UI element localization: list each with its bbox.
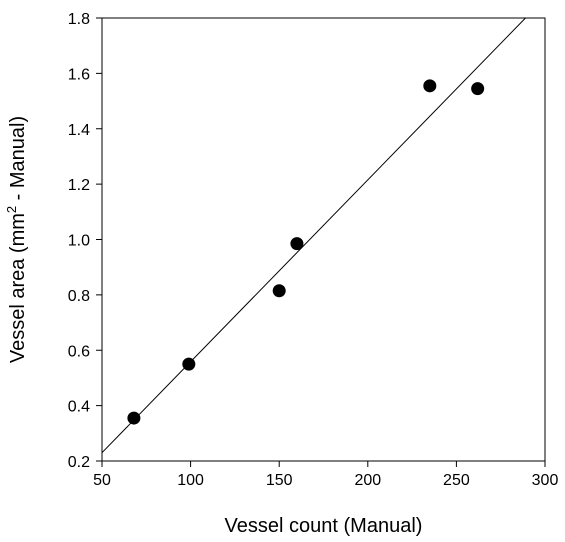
x-axis-ticks: 50 100 150 200 250 300 [93,461,558,489]
y-tick-label: 1.8 [68,11,90,28]
y-tick-label: 0.6 [68,343,90,360]
y-tick-label: 1.2 [68,177,90,194]
x-tick-label: 300 [532,472,559,489]
y-axis-title-suffix: - Manual) [7,116,29,206]
data-point [290,237,304,251]
y-tick-label: 1.0 [68,233,90,250]
y-axis-title-superscript: 2 [4,206,19,213]
data-point [182,357,196,371]
x-tick-label: 250 [443,472,470,489]
data-point [272,284,286,298]
y-tick-label: 1.4 [68,122,90,139]
regression-line [101,17,526,454]
x-tick-label: 200 [354,472,381,489]
x-tick-label: 50 [93,472,111,489]
y-tick-label: 1.6 [68,66,90,83]
y-tick-label: 0.2 [68,454,90,471]
data-point [471,82,485,96]
data-point [127,411,141,425]
plot-area [101,17,546,462]
data-point [423,79,437,93]
x-tick-label: 100 [177,472,204,489]
y-axis-ticks: 0.2 0.4 0.6 0.8 1.0 1.2 1.4 1.6 1.8 [68,11,102,471]
y-tick-label: 0.4 [68,399,90,416]
x-tick-label: 150 [266,472,293,489]
x-axis-title: Vessel count (Manual) [225,515,423,537]
y-axis-title: Vessel area (mm2 - Manual) [4,116,29,363]
data-points [127,79,485,425]
y-axis-title-prefix: Vessel area (mm [7,213,29,363]
y-tick-label: 0.8 [68,288,90,305]
